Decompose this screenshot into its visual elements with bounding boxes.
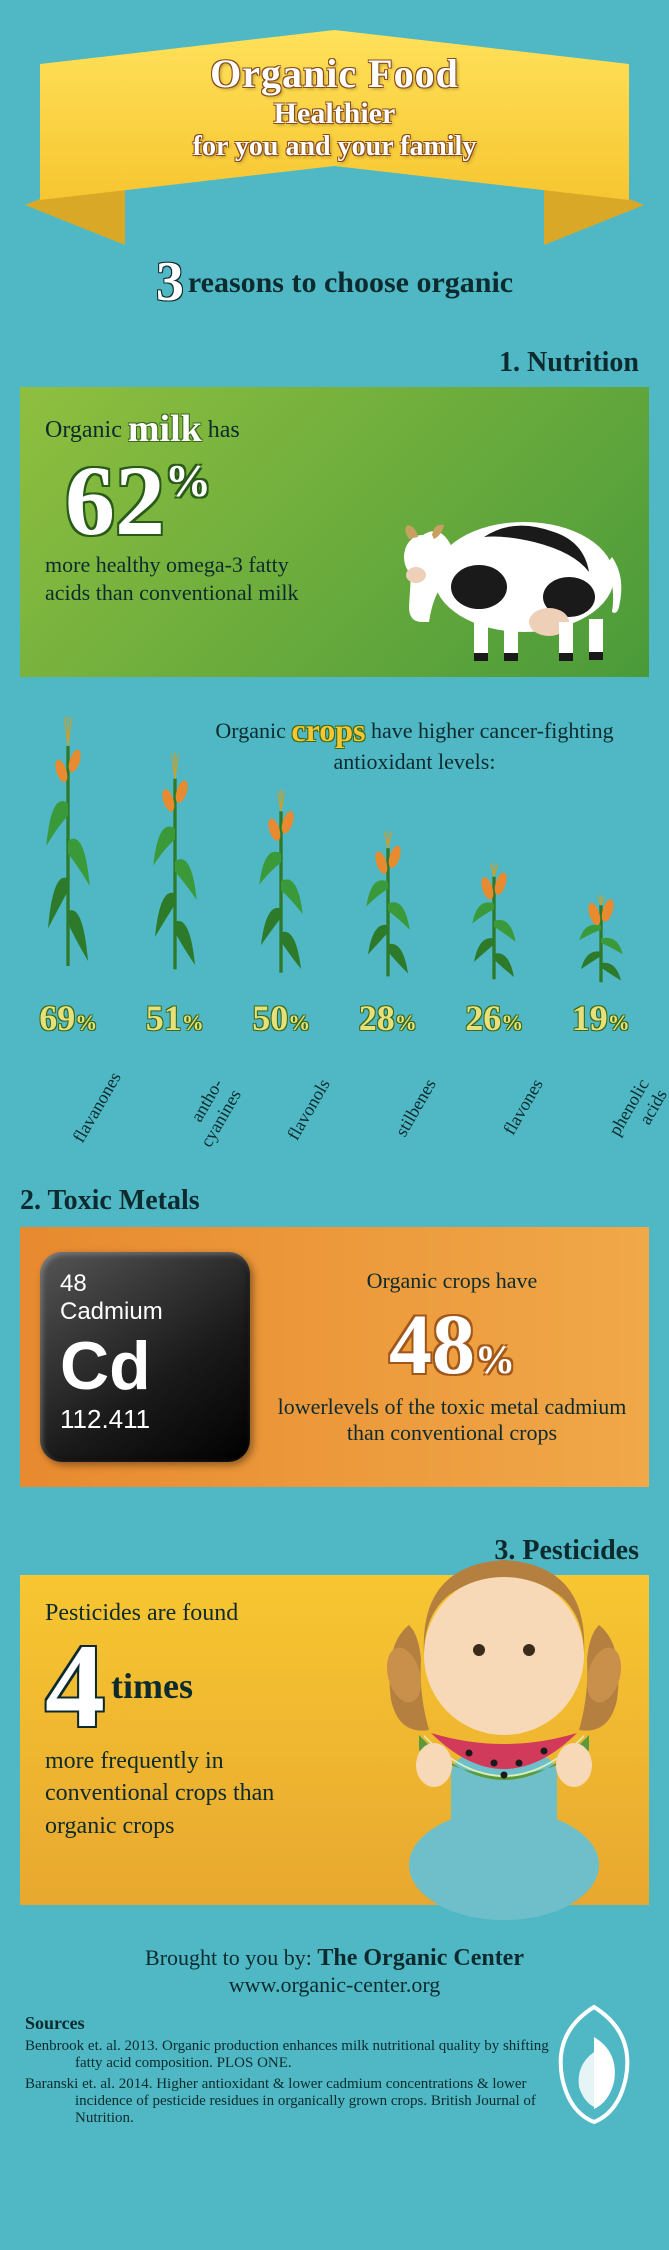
element-number: 48 <box>60 1270 230 1298</box>
footer: Brought to you by: The Organic Center ww… <box>0 1935 669 2167</box>
toxic-panel: 48 Cadmium Cd 112.411 Organic crops have… <box>20 1227 649 1487</box>
element-symbol: Cd <box>60 1332 230 1400</box>
pest-number: 4 <box>45 1632 105 1740</box>
corn-plant-icon <box>150 731 200 991</box>
milk-pct-mark: % <box>165 455 211 506</box>
element-tile: 48 Cadmium Cd 112.411 <box>40 1252 250 1462</box>
banner-title-3: for you and your family <box>40 131 629 163</box>
corn-plant-icon <box>43 691 93 991</box>
toxic-pre: Organic crops have <box>275 1268 629 1294</box>
crop-item: 28%stilbenes <box>335 816 440 1065</box>
milk-post: has <box>208 417 240 443</box>
milk-panel: Organic milk has 62% more healthy omega-… <box>20 387 649 677</box>
element-mass: 112.411 <box>60 1404 230 1435</box>
crop-percent: 50% <box>252 997 310 1039</box>
element-name: Cadmium <box>60 1298 230 1326</box>
crop-item: 50%flavonols <box>229 771 334 1065</box>
crop-item: 69%flavanones <box>16 691 121 1065</box>
crop-percent: 19% <box>572 997 630 1039</box>
crop-item: 51%antho- cyanines <box>122 731 227 1065</box>
section-title-nutrition: 1. Nutrition <box>0 339 669 387</box>
corn-plant-icon <box>256 771 306 991</box>
toxic-pct-num: 48 <box>389 1296 475 1392</box>
corn-plant-icon <box>576 886 626 991</box>
source-item: Baranski et. al. 2014. Higher antioxidan… <box>25 2076 565 2127</box>
crops-word: crops <box>291 712 365 748</box>
cow-icon <box>374 457 634 667</box>
pest-description: more frequently in conventional crops th… <box>45 1745 345 1842</box>
toxic-post: lowerlevels of the toxic metal cadmium t… <box>275 1394 629 1446</box>
toxic-percent: 48% <box>275 1294 629 1394</box>
banner-title-2: Healthier <box>40 97 629 131</box>
brought-pre: Brought to you by: <box>145 1945 317 1970</box>
pesticides-panel: Pesticides are found 4 times more freque… <box>20 1575 649 1905</box>
milk-word: milk <box>128 408 202 450</box>
footer-url: www.organic-center.org <box>25 1972 644 1998</box>
girl-watermelon-icon <box>349 1505 659 1925</box>
corn-plant-icon <box>469 851 519 991</box>
banner-main: Organic Food Healthier for you and your … <box>40 30 629 200</box>
toxic-pct-mark: % <box>475 1337 515 1382</box>
toxic-text: Organic crops have 48% lowerlevels of th… <box>275 1268 629 1446</box>
leaf-logo-icon <box>544 1997 644 2127</box>
crop-item: 19%phenolic acids <box>548 886 653 1065</box>
brought-name: The Organic Center <box>317 1945 524 1971</box>
brought-by: Brought to you by: The Organic Center <box>25 1945 644 1972</box>
source-item: Benbrook et. al. 2013. Organic productio… <box>25 2038 565 2072</box>
section-title-toxic: 2. Toxic Metals <box>0 1175 669 1227</box>
crop-percent: 26% <box>465 997 523 1039</box>
pest-times: times <box>111 1665 193 1707</box>
milk-pct-num: 62 <box>65 445 165 556</box>
banner-title-1: Organic Food <box>40 50 629 97</box>
crops-chart: 69%flavanones51%antho- cyanines50%flavon… <box>0 725 669 1065</box>
crop-percent: 69% <box>39 997 97 1039</box>
crop-item: 26%flavones <box>442 851 547 1065</box>
banner: Organic Food Healthier for you and your … <box>0 0 669 280</box>
corn-plant-icon <box>363 816 413 991</box>
milk-description: more healthy omega-3 fatty acids than co… <box>45 551 335 606</box>
milk-pre: Organic <box>45 417 122 443</box>
crop-percent: 28% <box>359 997 417 1039</box>
infographic-container: Organic Food Healthier for you and your … <box>0 0 669 2167</box>
crop-percent: 51% <box>146 997 204 1039</box>
